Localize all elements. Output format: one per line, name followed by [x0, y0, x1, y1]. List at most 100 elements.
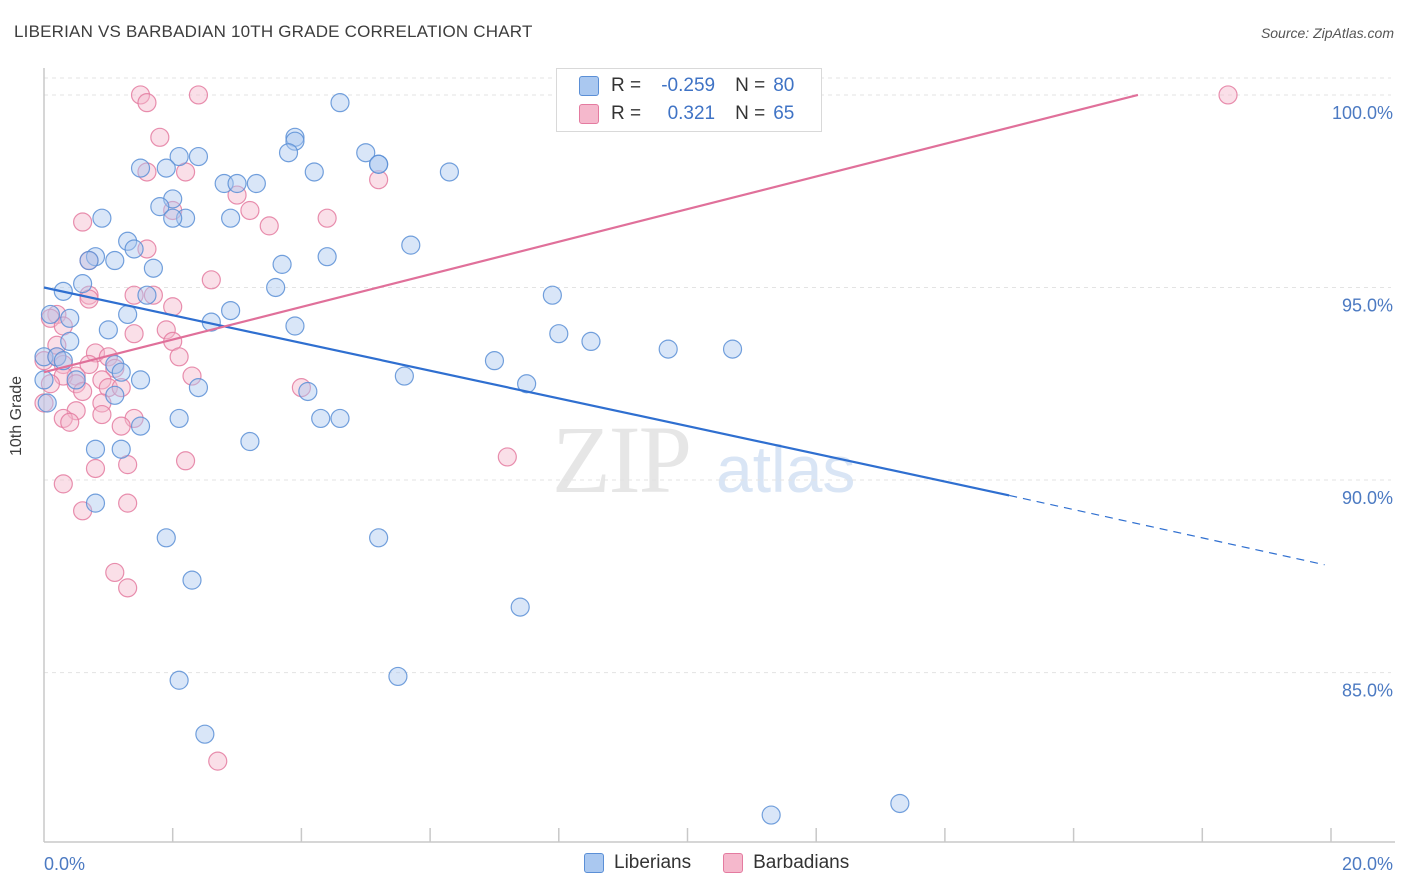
barbadian-point: [227, 185, 247, 205]
barbadian-point: [150, 127, 170, 147]
legend-row-liberians: R = -0.259 N = 80: [579, 73, 794, 99]
liberian-point: [221, 208, 241, 228]
legend-r-label: R =: [611, 75, 642, 96]
liberian-points: [34, 93, 910, 825]
liberian-point: [182, 570, 202, 590]
legend-row-barbadians: R = 0.321 N = 65: [579, 101, 794, 127]
liberian-point: [188, 146, 209, 167]
liberian-point: [394, 366, 414, 386]
liberian-point: [581, 331, 601, 352]
liberians-swatch: [584, 853, 604, 873]
barbadian-trend-line: [43, 93, 1139, 374]
liberian-point: [118, 231, 138, 251]
legend-n-value: 80: [773, 75, 795, 96]
liberian-point: [658, 339, 678, 359]
liberian-point: [285, 131, 305, 151]
barbadian-point: [105, 562, 125, 583]
liberian-point: [169, 146, 189, 167]
liberian-point: [73, 274, 93, 294]
liberian-point: [266, 277, 286, 298]
liberian-point: [92, 208, 112, 228]
barbadian-point: [53, 474, 73, 494]
legend-item-liberians: Liberians: [584, 852, 691, 874]
liberian-point: [330, 93, 350, 113]
liberian-point: [317, 247, 337, 267]
y-tick-label: 100.0%: [1332, 103, 1393, 123]
barbadian-point: [85, 458, 106, 479]
gridlines: [44, 77, 1391, 674]
liberian-point: [37, 393, 57, 413]
liberian-point: [163, 208, 183, 228]
barbadians-swatch: [579, 104, 599, 124]
liberian-point: [169, 408, 189, 429]
liberian-trend-line: [43, 286, 1010, 497]
liberian-point: [369, 528, 389, 548]
barbadians-label: Barbadians: [753, 852, 850, 873]
legend-n-label: N =: [735, 103, 766, 124]
liberian-point: [246, 173, 266, 194]
y-tick-label: 95.0%: [1342, 295, 1393, 315]
liberian-point: [60, 331, 80, 352]
liberian-point: [143, 258, 163, 278]
liberian-point: [311, 408, 331, 429]
liberian-point: [330, 408, 350, 429]
source-note: Source: ZipAtlas.com: [1260, 25, 1394, 41]
liberian-point: [111, 362, 131, 382]
liberian-point: [111, 439, 131, 459]
watermark-atlas: atlas: [716, 432, 855, 506]
legend-r-label: R =: [611, 103, 642, 124]
barbadians-swatch: [723, 853, 744, 873]
liberian-trend-extension: [1009, 494, 1325, 566]
watermark-zip: ZIP: [552, 406, 690, 513]
y-tick-label: 90.0%: [1342, 488, 1393, 508]
liberian-point: [722, 339, 743, 359]
barbadian-point: [73, 212, 93, 232]
legend-n-label: N =: [735, 75, 766, 96]
barbadian-point: [201, 270, 221, 290]
liberian-point: [549, 324, 569, 344]
liberian-point: [105, 250, 125, 271]
liberian-point: [40, 304, 61, 325]
series-legend: Liberians Barbadians: [584, 852, 881, 874]
barbadian-point: [182, 366, 202, 386]
liberian-point: [130, 370, 151, 390]
liberian-point: [195, 724, 215, 744]
barbadian-point: [1218, 85, 1238, 105]
barbadian-point: [497, 447, 517, 467]
liberian-point: [369, 154, 389, 174]
liberian-point: [130, 158, 151, 178]
liberian-point: [79, 250, 99, 271]
liberian-point: [98, 320, 118, 340]
liberians-swatch: [579, 76, 599, 96]
barbadian-point: [118, 493, 138, 513]
liberian-point: [761, 805, 781, 825]
barbadian-point: [60, 412, 80, 432]
liberian-point: [130, 416, 151, 436]
liberian-point: [221, 300, 241, 321]
liberian-point: [517, 374, 537, 394]
x-tick-label: 0.0%: [44, 854, 85, 874]
liberian-point: [188, 378, 209, 398]
barbadian-point: [73, 381, 93, 402]
liberian-point: [298, 381, 318, 402]
liberian-point: [60, 308, 80, 328]
liberian-point: [510, 597, 530, 617]
barbadian-point: [137, 93, 157, 113]
liberian-point: [285, 316, 305, 336]
barbadian-point: [118, 578, 138, 598]
barbadian-point: [208, 751, 228, 771]
liberian-point: [484, 351, 505, 371]
liberians-label: Liberians: [614, 852, 692, 873]
barbadian-point: [317, 208, 337, 228]
barbadian-point: [130, 85, 151, 105]
liberian-point: [278, 143, 299, 163]
x-tick-label: 20.0%: [1342, 854, 1393, 874]
barbadian-point: [169, 347, 189, 367]
legend-item-barbadians: Barbadians: [723, 852, 849, 874]
barbadian-point: [111, 378, 131, 398]
barbadian-point: [143, 285, 163, 305]
barbadian-point: [240, 200, 260, 221]
liberian-point: [156, 528, 176, 548]
liberian-point: [388, 666, 408, 687]
